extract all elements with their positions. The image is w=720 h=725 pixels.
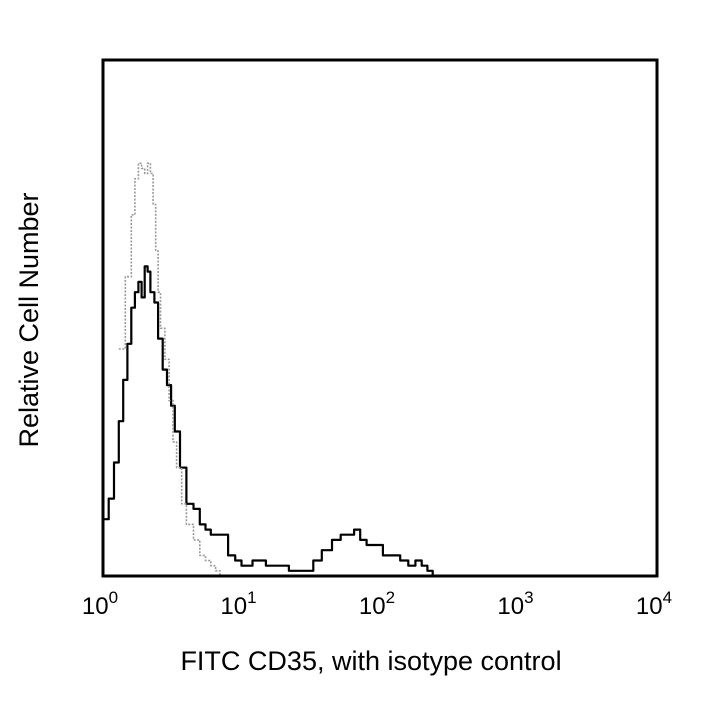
x-tick-base: 10 (497, 593, 524, 620)
x-tick-exponent: 0 (109, 588, 118, 607)
x-tick-label-4: 104 (636, 588, 672, 620)
x-tick-exponent: 4 (663, 588, 672, 607)
x-tick-labels: 100 101 102 103 104 (82, 588, 672, 620)
x-tick-base: 10 (359, 593, 386, 620)
x-tick-exponent: 3 (524, 588, 533, 607)
x-tick-base: 10 (220, 593, 247, 620)
y-axis-title: Relative Cell Number (14, 192, 44, 447)
x-tick-label-3: 103 (497, 588, 533, 620)
histogram-series-1 (103, 265, 434, 576)
x-tick-label-2: 102 (359, 588, 395, 620)
x-tick-label-0: 100 (82, 588, 118, 620)
x-tick-base: 10 (82, 593, 109, 620)
x-tick-base: 10 (636, 593, 663, 620)
x-tick-exponent: 1 (247, 588, 256, 607)
plot-frame (101, 58, 659, 578)
histogram-series-2 (118, 162, 221, 576)
x-axis-title: FITC CD35, with isotype control (180, 646, 561, 676)
x-tick-label-1: 101 (220, 588, 256, 620)
series-layer (103, 162, 434, 576)
x-tick-exponent: 2 (386, 588, 395, 607)
